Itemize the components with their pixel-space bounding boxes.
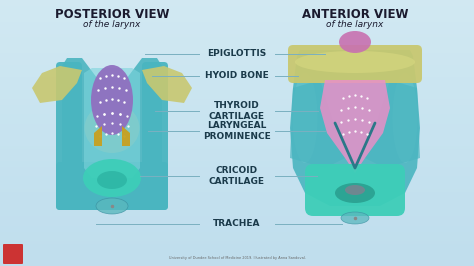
Text: THYROID
CARTILAGE: THYROID CARTILAGE (209, 101, 265, 121)
FancyBboxPatch shape (142, 62, 168, 210)
Text: TRACHEA: TRACHEA (213, 219, 261, 228)
Ellipse shape (295, 51, 415, 73)
Ellipse shape (91, 65, 133, 135)
Text: of the larynx: of the larynx (326, 20, 383, 29)
Ellipse shape (341, 212, 369, 224)
Polygon shape (290, 50, 420, 206)
Polygon shape (320, 80, 390, 173)
Polygon shape (122, 126, 130, 146)
Text: CRICOID
CARTILAGE: CRICOID CARTILAGE (209, 166, 265, 186)
Ellipse shape (335, 183, 375, 203)
Text: EPIGLOTTIS: EPIGLOTTIS (207, 49, 266, 59)
Ellipse shape (84, 103, 139, 153)
Polygon shape (32, 66, 82, 103)
Text: HYOID BONE: HYOID BONE (205, 72, 269, 81)
Ellipse shape (97, 171, 127, 189)
Text: University of Dundee School of Medicine 2019. Illustrated by Anna Sandoval.: University of Dundee School of Medicine … (169, 256, 305, 260)
Text: ANTERIOR VIEW: ANTERIOR VIEW (302, 8, 408, 21)
FancyBboxPatch shape (56, 162, 168, 210)
Text: of the larynx: of the larynx (83, 20, 141, 29)
Text: POSTERIOR VIEW: POSTERIOR VIEW (55, 8, 169, 21)
Ellipse shape (96, 198, 128, 214)
Polygon shape (290, 80, 345, 168)
Polygon shape (94, 126, 102, 146)
Polygon shape (62, 58, 162, 210)
FancyBboxPatch shape (3, 244, 23, 264)
Polygon shape (84, 68, 140, 178)
Ellipse shape (83, 159, 141, 197)
FancyBboxPatch shape (288, 45, 422, 83)
Ellipse shape (339, 31, 371, 53)
Polygon shape (142, 66, 192, 103)
Text: LARYNGEAL
PROMINENCE: LARYNGEAL PROMINENCE (203, 121, 271, 141)
FancyBboxPatch shape (56, 62, 82, 210)
FancyBboxPatch shape (305, 164, 405, 216)
Polygon shape (365, 80, 420, 168)
Ellipse shape (392, 73, 418, 163)
Ellipse shape (345, 185, 365, 195)
Ellipse shape (292, 73, 318, 163)
